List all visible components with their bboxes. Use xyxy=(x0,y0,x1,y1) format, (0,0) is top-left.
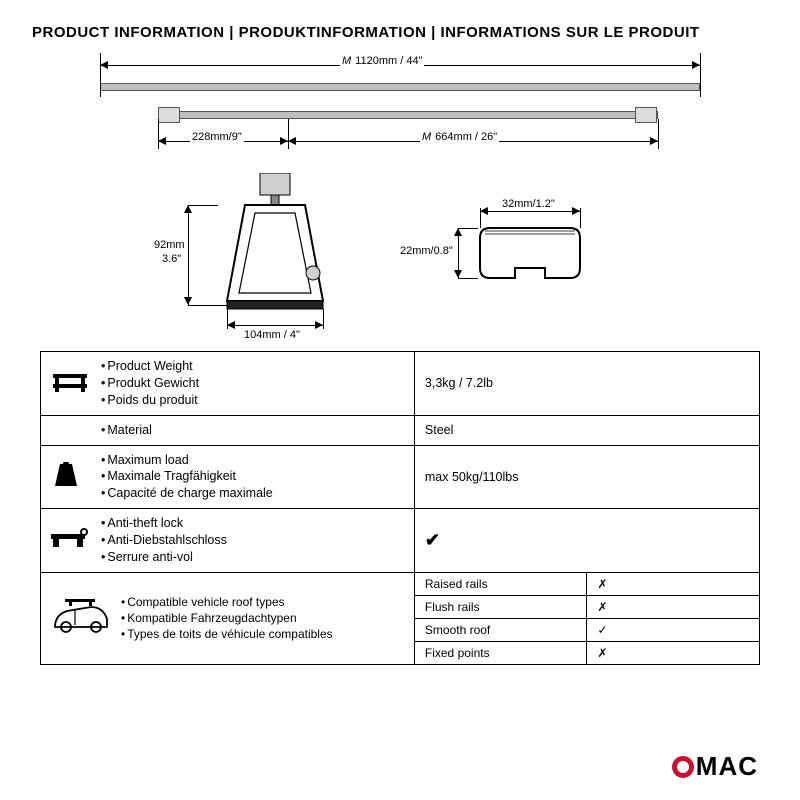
dim-foot-height-mm: 92mm xyxy=(152,239,187,251)
car-icon xyxy=(51,597,111,637)
compat-label-fr: Types de toits de véhicule compatibles xyxy=(121,626,333,642)
maxload-value: max 50kg/110lbs xyxy=(414,445,759,509)
compat-label-en: Compatible vehicle roof types xyxy=(121,594,333,610)
dim-profile-height: 22mm/0.8" xyxy=(398,245,455,257)
compat-fixed-mark: ✗ xyxy=(587,641,760,664)
row-weight: Product Weight Produkt Gewicht Poids du … xyxy=(41,352,760,416)
compat-flush-label: Flush rails xyxy=(414,595,587,618)
dim-total-length: M1120mm / 44" xyxy=(340,55,424,67)
weight-label-de: Produkt Gewicht xyxy=(101,375,199,392)
antitheft-label-de: Anti-Diebstahlschloss xyxy=(101,532,227,549)
antitheft-label-en: Anti-theft lock xyxy=(101,515,227,532)
page-title: PRODUCT INFORMATION | PRODUKTINFORMATION… xyxy=(32,24,768,41)
material-label: Material xyxy=(101,422,152,439)
logo-o-icon xyxy=(672,756,694,778)
technical-diagram: M1120mm / 44" 228mm/9" M664mm / 26" 92mm… xyxy=(40,53,760,343)
weight-label-fr: Poids du produit xyxy=(101,392,199,409)
compat-smooth-mark: ✓ xyxy=(587,618,760,641)
spec-table: Product Weight Produkt Gewicht Poids du … xyxy=(40,351,760,665)
weight-label-en: Product Weight xyxy=(101,358,199,375)
compat-smooth-label: Smooth roof xyxy=(414,618,587,641)
dim-foot-height-in: 3.6" xyxy=(160,253,183,265)
maxload-label-fr: Capacité de charge maximale xyxy=(101,485,273,502)
maxload-label-de: Maximale Tragfähigkeit xyxy=(101,468,273,485)
dim-profile-width: 32mm/1.2" xyxy=(500,198,557,210)
compat-raised-label: Raised rails xyxy=(414,572,587,595)
bars-icon xyxy=(51,370,91,394)
compat-label-de: Kompatible Fahrzeugdachtypen xyxy=(121,610,333,626)
compat-fixed-label: Fixed points xyxy=(414,641,587,664)
row-compat-raised: Compatible vehicle roof types Kompatible… xyxy=(41,572,760,595)
material-value: Steel xyxy=(414,415,759,445)
antitheft-label-fr: Serrure anti-vol xyxy=(101,549,227,566)
row-material: Material Steel xyxy=(41,415,760,445)
dim-foot-width: 104mm / 4" xyxy=(242,329,302,341)
compat-raised-mark: ✗ xyxy=(587,572,760,595)
antitheft-value: ✔ xyxy=(414,509,759,573)
row-antitheft: Anti-theft lock Anti-Diebstahlschloss Se… xyxy=(41,509,760,573)
weight-icon xyxy=(51,462,81,488)
lock-icon xyxy=(51,528,89,550)
profile-drawing xyxy=(470,223,590,303)
compat-flush-mark: ✗ xyxy=(587,595,760,618)
weight-value: 3,3kg / 7.2lb xyxy=(414,352,759,416)
brand-logo: MAC xyxy=(672,751,758,782)
dim-offset: 228mm/9" xyxy=(190,131,244,143)
maxload-label-en: Maximum load xyxy=(101,452,273,469)
dim-inner-length: M664mm / 26" xyxy=(420,131,499,143)
row-maxload: Maximum load Maximale Tragfähigkeit Capa… xyxy=(41,445,760,509)
